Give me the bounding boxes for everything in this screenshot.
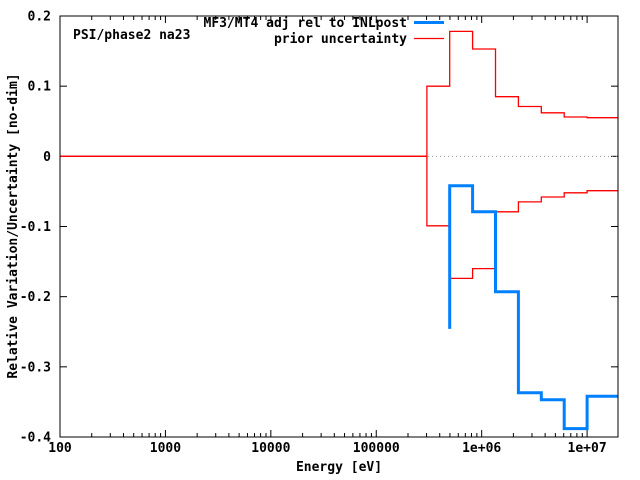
plot-label: PSI/phase2 na23 bbox=[73, 28, 190, 43]
x-tick-label-100000: 100000 bbox=[353, 441, 400, 456]
y-tick-label-0.2: 0.2 bbox=[28, 10, 51, 25]
prior-uncertainty-upper-curve bbox=[60, 30, 618, 157]
y-tick-label--0.1: -0.1 bbox=[20, 220, 51, 235]
y-axis-label: Relative Variation/Uncertainty [no-dim] bbox=[6, 73, 21, 378]
axis-ticks bbox=[59, 15, 618, 438]
y-tick-label--0.2: -0.2 bbox=[20, 290, 51, 305]
y-tick-label--0.4: -0.4 bbox=[20, 431, 51, 446]
x-tick-label-1000: 1000 bbox=[150, 441, 181, 456]
legend: MF3/MT4 adj rel to INLpost prior uncerta… bbox=[204, 16, 444, 47]
adjustment-curve bbox=[448, 184, 618, 431]
x-tick-label-100: 100 bbox=[48, 441, 72, 456]
y-tick-label--0.3: -0.3 bbox=[20, 360, 51, 375]
axis-tick-labels: 100 1000 10000 100000 1e+06 1e+07 0.2 0.1 0 -0.1 -… bbox=[20, 10, 607, 457]
x-tick-label-10000: 10000 bbox=[251, 441, 290, 456]
plot-border bbox=[59, 15, 619, 438]
x-tick-label-1e+07: 1e+07 bbox=[568, 441, 607, 456]
legend-label-adjustment: MF3/MT4 adj rel to INLpost bbox=[204, 16, 408, 31]
y-tick-label-0.1: 0.1 bbox=[28, 80, 52, 95]
x-tick-label-1e+06: 1e+06 bbox=[462, 441, 501, 456]
x-axis-label: Energy [eV] bbox=[296, 460, 382, 475]
prior-uncertainty-lower-curve bbox=[60, 155, 618, 280]
legend-label-prior: prior uncertainty bbox=[274, 32, 407, 47]
y-tick-label-0: 0 bbox=[43, 150, 51, 165]
data-series bbox=[60, 30, 618, 431]
